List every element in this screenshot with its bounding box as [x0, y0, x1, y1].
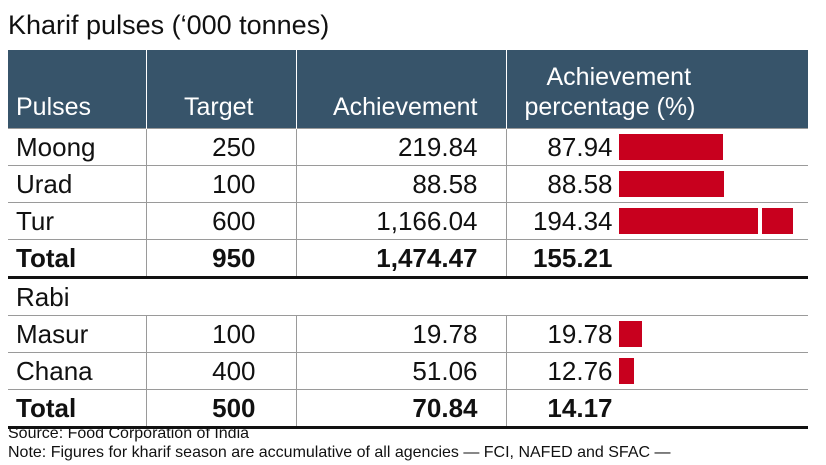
cell-name: Chana: [8, 352, 147, 390]
percentage-value: 88.58: [547, 168, 613, 199]
section-label-rabi: Rabi: [8, 277, 808, 316]
cell-target: 100: [146, 315, 297, 353]
cell-achievement: 88.58: [296, 165, 507, 203]
cell-achievement: 70.84: [296, 389, 507, 429]
header-pct-line1: Achievement: [546, 63, 692, 91]
table-row-moong: Moong 250 219.84 87.94: [8, 128, 808, 166]
cell-percentage: 88.58: [506, 165, 808, 203]
percentage-bar: [618, 321, 642, 347]
cell-achievement: 1,166.04: [296, 202, 507, 240]
cell-percentage: 12.76: [506, 352, 808, 390]
percentage-value: 87.94: [547, 131, 613, 162]
percentage-bar: [618, 171, 724, 197]
chart-title: Kharif pulses (‘000 tonnes): [8, 10, 330, 40]
cell-achievement: 51.06: [296, 352, 507, 390]
table-row-urad: Urad 100 88.58 88.58: [8, 165, 808, 203]
cell-percentage: 19.78: [506, 315, 808, 353]
cell-target: 950: [146, 239, 297, 279]
percentage-value: 19.78: [547, 318, 613, 349]
percentage-value: 12.76: [547, 355, 613, 386]
table-row-kharif-total: Total 950 1,474.47 155.21: [8, 239, 808, 279]
table-row-rabi-section: Rabi: [8, 277, 808, 316]
cell-name: Masur: [8, 315, 147, 353]
cell-name: Tur: [8, 202, 147, 240]
cell-target: 100: [146, 165, 297, 203]
cell-target: 400: [146, 352, 297, 390]
percentage-bar: [618, 358, 634, 384]
header-pct-line2: percentage (%): [524, 93, 696, 121]
cell-achievement: 19.78: [296, 315, 507, 353]
percentage-value: 14.17: [547, 392, 613, 423]
cell-percentage: 87.94: [506, 128, 808, 166]
header-achievement: Achievement: [296, 50, 507, 129]
table-row-chana: Chana 400 51.06 12.76: [8, 352, 808, 390]
table-row-tur: Tur 600 1,166.04 194.34: [8, 202, 808, 240]
cell-name: Urad: [8, 165, 147, 203]
pulses-table: Pulses Target Achievement Achievement pe…: [8, 50, 808, 429]
percentage-value: 194.34: [532, 205, 613, 236]
footnote: Note: Figures for kharif season are accu…: [8, 444, 671, 461]
cell-name: Moong: [8, 128, 147, 166]
cell-target: 250: [146, 128, 297, 166]
cell-name: Total: [8, 389, 147, 429]
table-row-masur: Masur 100 19.78 19.78: [8, 315, 808, 353]
percentage-bar-overflow: [761, 208, 793, 234]
source-note: Source: Food Corporation of India: [8, 425, 250, 442]
header-pulses: Pulses: [8, 50, 147, 129]
table-row-rabi-total: Total 500 70.84 14.17: [8, 389, 808, 429]
cell-target: 600: [146, 202, 297, 240]
cell-percentage: 155.21: [506, 239, 808, 279]
cell-name: Total: [8, 239, 147, 279]
header-achievement-percentage: Achievement percentage (%): [506, 50, 808, 129]
cell-percentage: 14.17: [506, 389, 808, 429]
percentage-bar: [618, 134, 723, 160]
percentage-bar: [618, 208, 758, 234]
cell-achievement: 1,474.47: [296, 239, 507, 279]
cell-percentage: 194.34: [506, 202, 808, 240]
header-row: Pulses Target Achievement Achievement pe…: [8, 50, 808, 129]
percentage-value: 155.21: [532, 242, 613, 273]
cell-target: 500: [146, 389, 297, 429]
cell-achievement: 219.84: [296, 128, 507, 166]
header-target: Target: [146, 50, 297, 129]
